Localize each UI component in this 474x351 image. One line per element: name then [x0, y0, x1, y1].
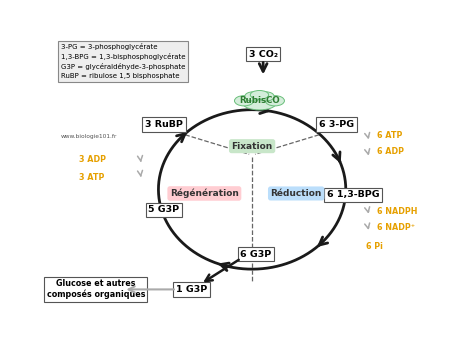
Text: 6 Pi: 6 Pi: [366, 242, 383, 251]
Text: 6 NADPH: 6 NADPH: [377, 206, 418, 216]
Text: 3-PG = 3-phosphoglycérate
1,3-BPG = 1,3-bisphosphoglycérate
G3P = glycéraldéhyde: 3-PG = 3-phosphoglycérate 1,3-BPG = 1,3-…: [61, 44, 186, 79]
Ellipse shape: [235, 95, 254, 106]
Text: 3 ATP: 3 ATP: [80, 173, 105, 182]
Text: 6 ADP: 6 ADP: [377, 147, 404, 156]
Text: 6 NADP⁺: 6 NADP⁺: [377, 223, 415, 232]
Ellipse shape: [250, 91, 269, 99]
Text: Régénération: Régénération: [170, 189, 239, 198]
Text: 6 G3P: 6 G3P: [240, 250, 272, 259]
Text: 6 3-PG: 6 3-PG: [319, 120, 354, 129]
Text: 3 CO₂: 3 CO₂: [249, 50, 278, 59]
Text: 3 ADP: 3 ADP: [80, 155, 107, 164]
Text: RubisCO: RubisCO: [239, 96, 280, 105]
Text: 6 ATP: 6 ATP: [377, 131, 402, 140]
Text: 1 G3P: 1 G3P: [176, 285, 207, 294]
Ellipse shape: [265, 95, 284, 106]
Text: www.biologie101.fr: www.biologie101.fr: [61, 134, 118, 139]
Ellipse shape: [245, 92, 261, 101]
Text: Réduction: Réduction: [271, 189, 322, 198]
Text: Glucose et autres
composés organiques: Glucose et autres composés organiques: [47, 279, 145, 299]
Ellipse shape: [258, 92, 274, 101]
Text: Fixation: Fixation: [231, 142, 273, 151]
Ellipse shape: [243, 96, 276, 110]
Text: 6 1,3-BPG: 6 1,3-BPG: [327, 190, 380, 199]
Text: 5 G3P: 5 G3P: [148, 205, 180, 214]
Text: 3 RuBP: 3 RuBP: [145, 120, 183, 129]
